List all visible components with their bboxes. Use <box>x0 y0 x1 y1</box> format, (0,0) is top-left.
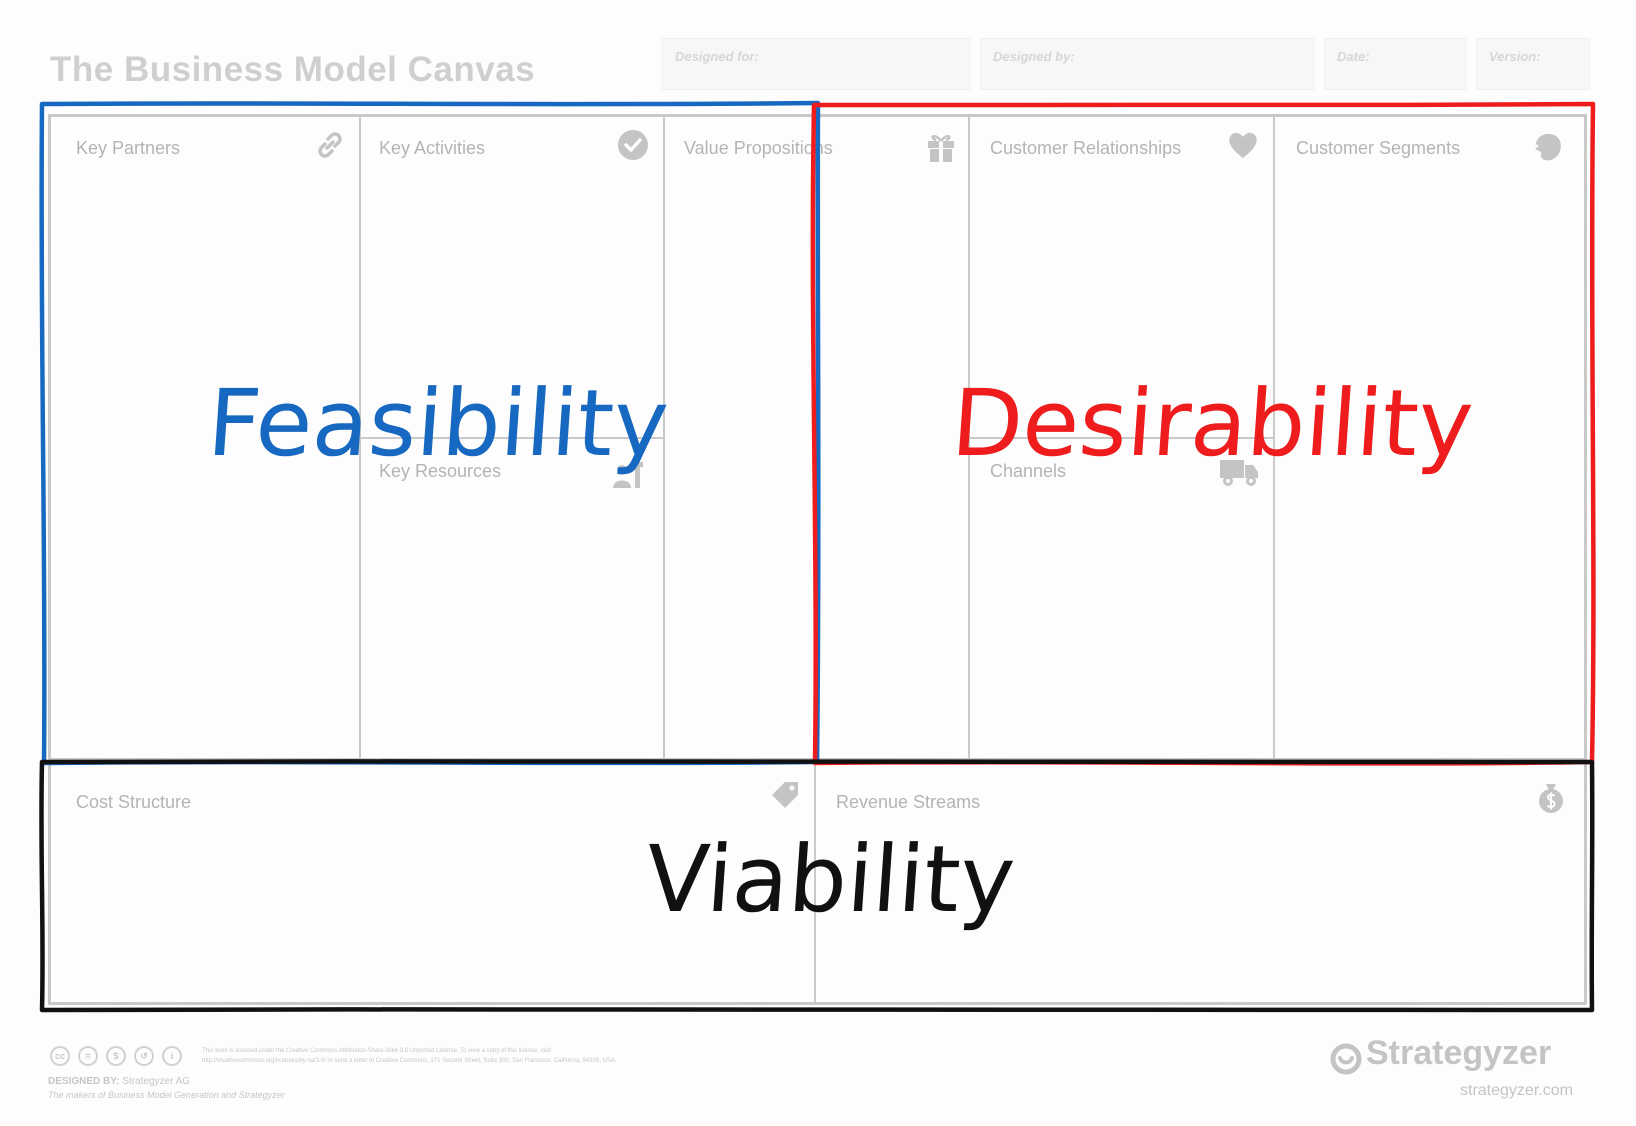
heart-icon <box>1226 128 1260 162</box>
revenue-streams-label: Revenue Streams <box>836 792 981 812</box>
worker-icon <box>610 458 644 492</box>
version-field[interactable]: Version: <box>1476 38 1590 90</box>
designed-by-credit-value: Strategyzer AG <box>122 1076 191 1087</box>
key-partners-label: Key Partners <box>76 138 181 158</box>
viability-frame <box>39 759 1595 1013</box>
key-activities-label: Key Activities <box>379 138 486 158</box>
license-line-2: http://creativecommons.org/licenses/by-s… <box>202 1058 617 1064</box>
price-tag-icon <box>768 778 802 812</box>
date-label: Date: <box>1337 49 1370 64</box>
value-propositions-label: Value Propositions <box>684 138 833 158</box>
gift-icon <box>924 130 958 164</box>
designed-by-label: Designed by: <box>993 49 1075 64</box>
head-icon <box>1530 130 1564 164</box>
date-field[interactable]: Date: <box>1324 38 1466 90</box>
feasibility-label: Feasibility <box>204 370 672 477</box>
money-bag-icon <box>1534 780 1568 814</box>
designed-by-credit: DESIGNED BY: Strategyzer AG <box>48 1076 190 1087</box>
viability-label: Viability <box>642 826 1019 933</box>
strategyzer-brand: Strategyzer <box>1366 1034 1552 1072</box>
designed-for-field[interactable]: Designed for: <box>662 38 970 90</box>
designed-by-field[interactable]: Designed by: <box>980 38 1314 90</box>
truck-icon <box>1218 454 1260 488</box>
key-resources-label: Key Resources <box>379 461 502 481</box>
desirability-label: Desirability <box>948 370 1477 477</box>
designed-by-credit-label: DESIGNED BY: <box>48 1076 120 1087</box>
cost-structure-label: Cost Structure <box>76 792 192 812</box>
channels-label: Channels <box>990 461 1067 481</box>
customer-relationships-label: Customer Relationships <box>990 138 1182 158</box>
checkmark-icon <box>616 128 650 162</box>
version-label: Version: <box>1489 49 1541 64</box>
customer-segments-label: Customer Segments <box>1296 138 1461 158</box>
link-icon <box>313 128 347 162</box>
strategyzer-url[interactable]: strategyzer.com <box>1460 1082 1573 1099</box>
designed-for-label: Designed for: <box>675 49 759 64</box>
strategyzer-logo-icon <box>1330 1043 1362 1075</box>
license-line-1: This work is licensed under the Creative… <box>202 1048 552 1054</box>
canvas-title: The Business Model Canvas <box>50 50 536 89</box>
tagline: The makers of Business Model Generation … <box>48 1090 285 1100</box>
